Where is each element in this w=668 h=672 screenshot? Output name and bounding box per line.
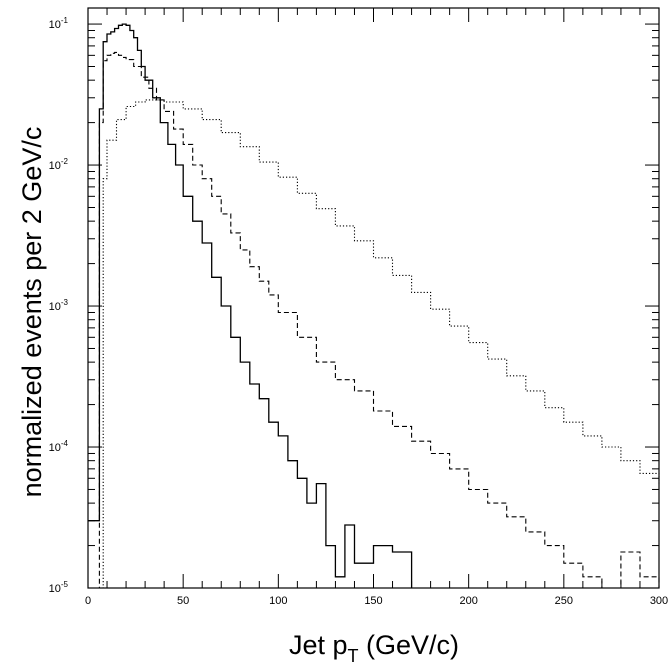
x-axis-label: Jet pT (GeV/c) [289, 630, 459, 666]
y-tick-exponent: -2 [61, 157, 69, 166]
y-tick-exponent: -1 [61, 16, 69, 25]
x-tick-label: 0 [85, 595, 91, 607]
y-tick-base: 10 [49, 301, 61, 313]
series-layer [88, 23, 660, 589]
x-tick-label: 300 [650, 595, 668, 607]
y-tick-base: 10 [49, 19, 61, 31]
series-dotted-line [99, 99, 660, 589]
y-axis-label: normalized events per 2 GeV/c [17, 127, 47, 498]
y-tick-label: 10-1 [49, 16, 69, 31]
y-tick-label: 10-2 [49, 157, 69, 172]
x-axis-label-unit: (GeV/c) [359, 630, 460, 660]
series-solid-line [88, 23, 413, 588]
y-tick-base: 10 [49, 160, 61, 172]
y-tick-label: 10-3 [49, 298, 69, 313]
x-axis-label-subscript: T [348, 646, 359, 666]
y-tick-label: 10-4 [49, 439, 69, 454]
y-tick-exponent: -3 [61, 298, 69, 307]
x-tick-label: 50 [177, 595, 189, 607]
x-tick-label: 150 [364, 595, 382, 607]
x-axis-label-main: Jet p [289, 630, 348, 660]
y-tick-exponent: -5 [61, 580, 69, 589]
x-tick-label: 200 [459, 595, 477, 607]
y-tick-base: 10 [49, 583, 61, 595]
x-tick-label: 100 [269, 595, 287, 607]
plot-frame [87, 7, 660, 589]
series-dashed-line [95, 51, 660, 589]
x-tick-label: 250 [555, 595, 573, 607]
tick-marks [87, 8, 660, 589]
y-tick-base: 10 [49, 442, 61, 454]
y-tick-label: 10-5 [49, 580, 69, 595]
y-tick-exponent: -4 [61, 439, 69, 448]
